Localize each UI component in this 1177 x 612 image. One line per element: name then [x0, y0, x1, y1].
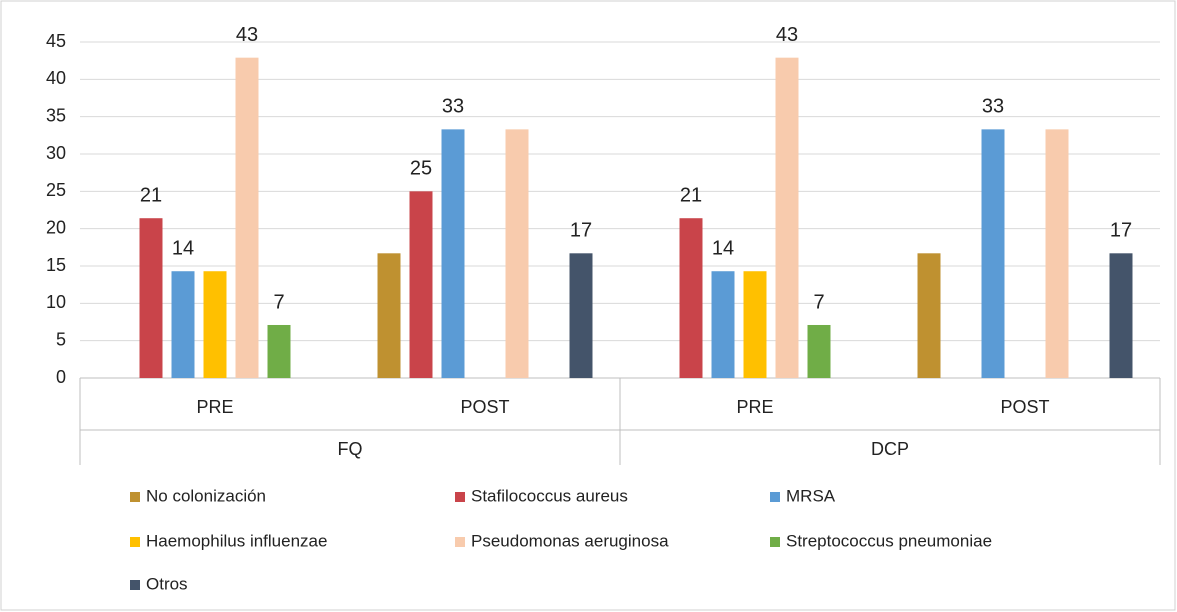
bar — [981, 129, 1005, 378]
data-label: 33 — [442, 96, 464, 118]
data-label: 43 — [236, 24, 258, 46]
bar — [171, 271, 195, 378]
legend-swatch — [130, 580, 140, 590]
y-tick-label: 30 — [46, 143, 66, 163]
legend-label: Haemophilus influenzae — [146, 531, 327, 550]
bar — [1045, 129, 1069, 378]
y-tick-label: 35 — [46, 105, 66, 125]
bar — [711, 271, 735, 378]
bar — [267, 324, 291, 378]
bar — [377, 253, 401, 378]
legend-label: Streptococcus pneumoniae — [786, 531, 992, 550]
bar — [1109, 253, 1133, 378]
x-tick-label: POST — [460, 397, 509, 417]
group-label: FQ — [338, 439, 363, 459]
bar — [743, 271, 767, 378]
legend-swatch — [455, 537, 465, 547]
bar — [807, 324, 831, 378]
legend-label: Stafilococcus aureus — [471, 486, 628, 505]
x-tick-label: PRE — [196, 397, 233, 417]
legend-swatch — [770, 492, 780, 502]
data-label: 7 — [273, 291, 284, 313]
data-label: 7 — [813, 291, 824, 313]
bar — [917, 253, 941, 378]
bar — [679, 218, 703, 378]
legend-label: Pseudomonas aeruginosa — [471, 531, 669, 550]
y-tick-label: 15 — [46, 255, 66, 275]
y-tick-label: 5 — [56, 329, 66, 349]
data-label: 33 — [982, 96, 1004, 118]
bar — [775, 57, 799, 379]
bar — [409, 191, 433, 378]
y-tick-label: 40 — [46, 68, 66, 88]
x-tick-label: POST — [1000, 397, 1049, 417]
data-label: 21 — [680, 184, 702, 206]
legend-swatch — [455, 492, 465, 502]
legend-swatch — [770, 537, 780, 547]
y-tick-label: 45 — [46, 31, 66, 51]
legend-label: No colonización — [146, 486, 266, 505]
data-label: 14 — [172, 238, 194, 260]
y-tick-label: 10 — [46, 292, 66, 312]
group-label: DCP — [871, 439, 909, 459]
x-tick-label: PRE — [736, 397, 773, 417]
data-label: 25 — [410, 158, 432, 180]
data-label: 17 — [1110, 220, 1132, 242]
y-tick-label: 25 — [46, 180, 66, 200]
data-label: 17 — [570, 220, 592, 242]
bar — [139, 218, 163, 378]
bar — [235, 57, 259, 379]
y-tick-label: 20 — [46, 217, 66, 237]
legend-label: MRSA — [786, 486, 836, 505]
bar — [203, 271, 227, 378]
data-label: 14 — [712, 238, 734, 260]
legend-swatch — [130, 537, 140, 547]
data-label: 43 — [776, 24, 798, 46]
y-tick-label: 0 — [56, 367, 66, 387]
bar — [569, 253, 593, 378]
data-label: 21 — [140, 184, 162, 206]
bar — [441, 129, 465, 378]
bar — [505, 129, 529, 378]
legend-swatch — [130, 492, 140, 502]
legend-label: Otros — [146, 574, 188, 593]
